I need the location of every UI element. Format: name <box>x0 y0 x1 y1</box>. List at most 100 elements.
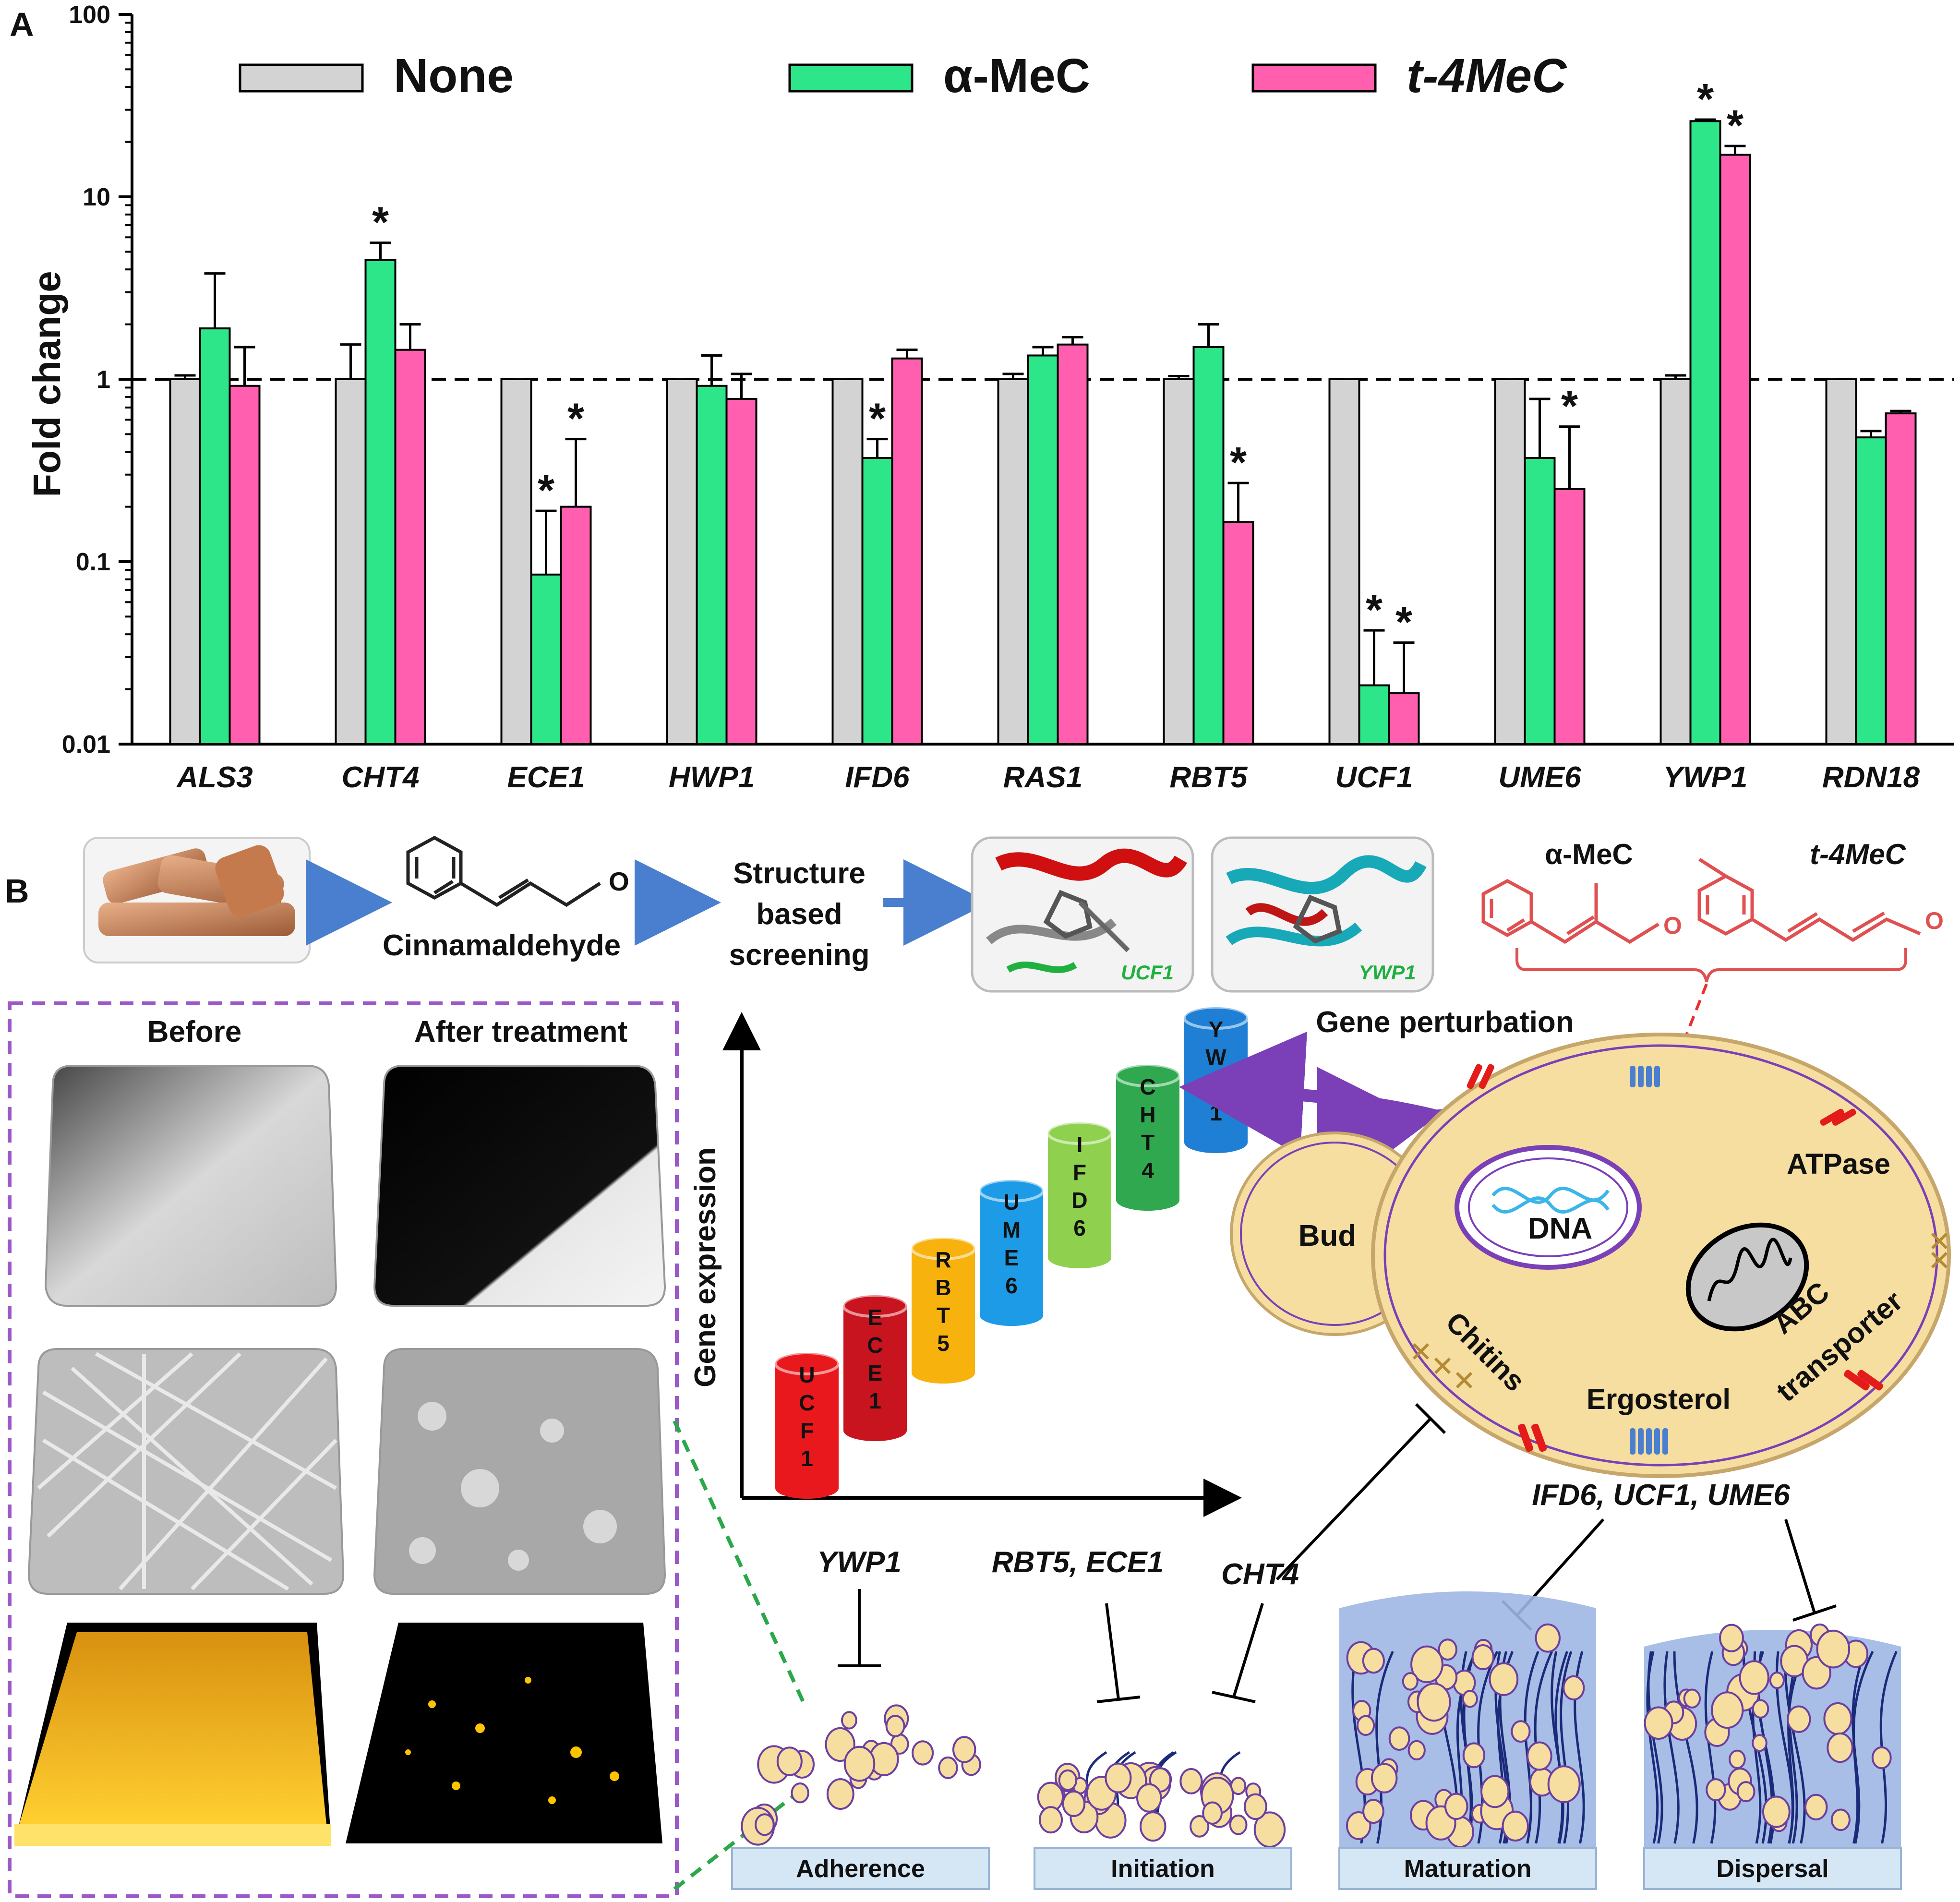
legend-swatch-0 <box>239 63 364 93</box>
biofilm-stages: Adherence Initiation Maturation Dispersal <box>731 1591 1902 1890</box>
bar-ume6-1 <box>1524 457 1556 745</box>
ergosterol-label: Ergosterol <box>1587 1383 1731 1415</box>
microscopy-box <box>8 1001 679 1898</box>
yeast-cell <box>1058 1769 1078 1791</box>
docking-label-ywp1: YWP1 <box>1359 961 1416 984</box>
cylinder-ywp1: YWP 1 <box>1183 1006 1249 1153</box>
legend-label-0: None <box>394 49 514 103</box>
cylinder-body <box>775 1363 839 1488</box>
stage-label-initiation: Initiation <box>1111 1855 1215 1883</box>
significance-star: * <box>1697 75 1714 123</box>
confocal-before <box>14 1623 331 1846</box>
dna-label: DNA <box>1528 1212 1592 1245</box>
micrograph-before-1 <box>44 1065 337 1307</box>
cylinder-ume6: UME 6 <box>978 1179 1045 1326</box>
cylinder-letter: I <box>1077 1132 1083 1157</box>
bar-als3-0 <box>169 378 201 745</box>
cylinder-letter: 5 <box>937 1331 950 1356</box>
yeast-cell <box>1816 1629 1851 1669</box>
cylinder-letter: E <box>1004 1245 1019 1270</box>
yeast-cell <box>912 1740 934 1766</box>
x-tick-label-ece1: ECE1 <box>507 761 585 794</box>
cylinder-letter: 4 <box>1142 1158 1154 1183</box>
yeast-cell <box>1388 1726 1410 1751</box>
cylinder-base <box>1116 1190 1179 1211</box>
yeast-cell <box>1527 1741 1552 1771</box>
bar-hwp1-0 <box>666 378 698 745</box>
yeast-cell <box>776 1746 803 1776</box>
mitochondrion <box>1685 1222 1809 1332</box>
bar-ucf1-2 <box>1388 692 1420 745</box>
bar-ucf1-1 <box>1358 684 1390 745</box>
bar-hwp1-2 <box>725 398 758 745</box>
yeast-cell <box>1752 1734 1768 1752</box>
significance-star: * <box>567 395 584 443</box>
bar-als3-2 <box>228 385 261 745</box>
sem-before-hyphae <box>27 1348 345 1595</box>
cylinder-letter: W <box>1205 1045 1227 1070</box>
cylinder-top <box>910 1236 976 1260</box>
cylinder-top <box>774 1351 840 1375</box>
substrate <box>1643 1847 1902 1890</box>
yeast-cell <box>1371 1763 1398 1794</box>
yeast-cell <box>1787 1705 1811 1733</box>
docking-label-ucf1: UCF1 <box>1121 961 1174 984</box>
yeast-cell <box>843 1746 876 1782</box>
bar-ywp1-0 <box>1659 378 1692 745</box>
significance-star: * <box>372 199 389 247</box>
panel-label-a: A <box>10 6 34 43</box>
significance-star: * <box>538 467 554 515</box>
nucleus <box>1455 1145 1642 1270</box>
cylinder-body <box>980 1191 1043 1315</box>
bar-ifd6-2 <box>891 357 923 745</box>
yeast-cell <box>1511 1720 1531 1743</box>
gene-perturbation-label: Gene perturbation <box>1316 1006 1574 1039</box>
cylinder-letter: E <box>868 1305 883 1330</box>
bar-ras1-2 <box>1057 343 1089 745</box>
cylinder-letter: F <box>1073 1160 1086 1185</box>
stage-initiation: Initiation <box>1034 1751 1292 1890</box>
x-tick-label-rdn18: RDN18 <box>1822 761 1920 794</box>
cylinder-letter: C <box>867 1333 883 1358</box>
yeast-cell <box>1480 1775 1510 1808</box>
cylinder-letter: M <box>1002 1217 1021 1242</box>
stage-label-dispersal: Dispersal <box>1716 1855 1828 1883</box>
cylinder-letter: H <box>1140 1102 1155 1127</box>
x-tick-label-cht4: CHT4 <box>342 761 420 794</box>
yeast-cell <box>1739 1660 1769 1695</box>
yeast-cell <box>1823 1702 1852 1735</box>
yeast-cell <box>952 1736 976 1763</box>
cylinder-top <box>978 1179 1045 1203</box>
significance-star: * <box>1395 599 1412 647</box>
docking-image-ucf1 <box>971 836 1194 993</box>
cylinder-letter: U <box>1003 1190 1019 1215</box>
hypha <box>1704 1651 1717 1844</box>
target-rbt5-ece1: RBT5, ECE1 <box>992 1546 1164 1579</box>
screening-line-2: based <box>756 898 842 931</box>
yeast-cell <box>1136 1783 1162 1813</box>
yeast-cell <box>1830 1808 1851 1831</box>
bar-ras1-0 <box>997 378 1029 745</box>
yeast-cell <box>1062 1790 1086 1818</box>
confocal-after <box>346 1623 662 1843</box>
screening-line-1: Structure <box>733 857 866 890</box>
substrate <box>731 1847 990 1890</box>
cylinder-letter: 1 <box>1210 1100 1222 1125</box>
yeast-cell <box>1417 1683 1451 1722</box>
hypha <box>1647 1651 1663 1844</box>
yeast-cell <box>1683 1688 1701 1709</box>
gene-expression-label: Gene expression <box>689 1147 722 1387</box>
cylinder-letter: C <box>799 1390 815 1415</box>
cylinder-body <box>843 1306 907 1431</box>
cylinder-cht4: CHT 4 <box>1115 1063 1181 1211</box>
substrate <box>1338 1847 1597 1890</box>
cylinder-top <box>1183 1006 1249 1030</box>
cylinder-top <box>842 1294 908 1318</box>
hypha <box>1788 1651 1801 1844</box>
cinnamaldehyde-structure <box>406 836 601 907</box>
x-tick-label-ucf1: UCF1 <box>1335 761 1413 794</box>
bar-rbt5-1 <box>1192 346 1225 745</box>
cylinder-letter: 6 <box>1005 1273 1018 1298</box>
cylinder-body <box>1048 1133 1111 1258</box>
cylinder-base <box>1048 1247 1111 1268</box>
